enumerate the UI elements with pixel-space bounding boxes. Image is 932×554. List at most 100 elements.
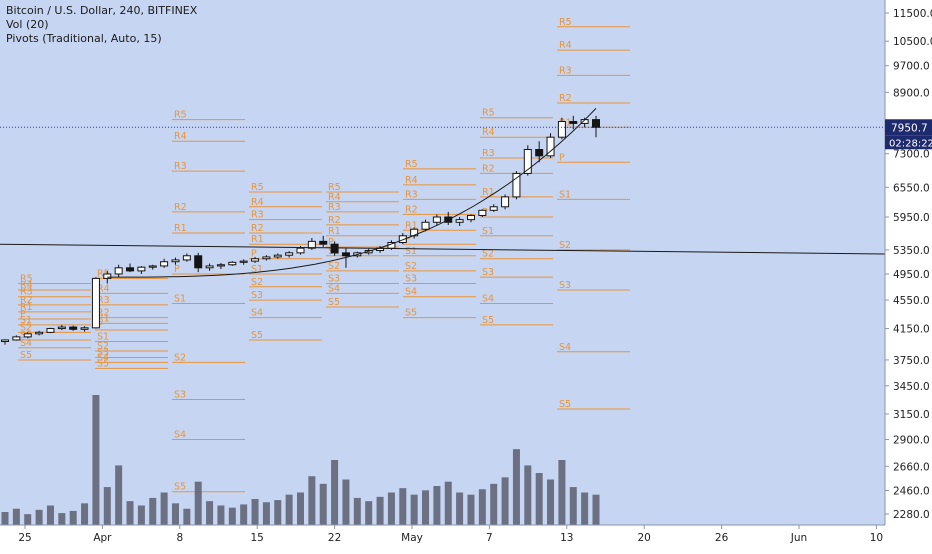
volume-bar (342, 479, 350, 525)
volume-bar (558, 460, 566, 525)
time-tick-label: 15 (251, 532, 264, 544)
volume-bar (410, 494, 418, 525)
pivot-label: S4 (20, 338, 32, 349)
volume-bar (24, 514, 32, 525)
candle-body (285, 252, 294, 256)
price-tick-label: 3450.0 (893, 381, 930, 393)
time-axis-background (0, 525, 932, 550)
time-tick-label: Jun (790, 532, 807, 544)
time-tick-label: Apr (93, 532, 112, 544)
candle (69, 325, 78, 331)
volume-bar (331, 460, 339, 525)
candle (46, 327, 55, 334)
pivot-label: R3 (328, 202, 341, 213)
volume-bar (35, 509, 43, 525)
candle-body (182, 255, 191, 261)
volume-bar (535, 473, 543, 525)
candle-body (296, 247, 305, 254)
pivot-label: S2 (174, 352, 186, 363)
candle (501, 194, 510, 210)
volume-bar (115, 465, 123, 525)
candle (114, 264, 123, 278)
candle-body (569, 121, 578, 124)
candle-body (205, 265, 214, 269)
pivot-label: P (20, 309, 26, 320)
pivot-label: R5 (251, 182, 264, 193)
volume-bar (183, 508, 191, 525)
price-tick-label: 2660.0 (893, 461, 930, 473)
candle-body (523, 148, 532, 174)
candle (592, 115, 600, 138)
pivot-label: R4 (174, 131, 187, 142)
candle-body (46, 328, 55, 333)
candle (23, 332, 32, 339)
candle-body (262, 256, 271, 260)
time-axis[interactable]: 25 Apr 8 15 22 May 7 13 20 26 Jun 10 (0, 524, 932, 550)
candle (398, 233, 407, 245)
legend-volume[interactable]: Vol (20) (6, 18, 49, 31)
last-price-label: 7950.7 (891, 122, 928, 134)
candle (330, 241, 339, 256)
pivot-label: R2 (251, 223, 264, 234)
pivot-label: S1 (20, 315, 32, 326)
pivot-label: S1 (405, 246, 417, 257)
candle-body (330, 243, 339, 254)
candle (239, 259, 248, 265)
price-tick-label: 11500.0 (893, 8, 932, 20)
candle (546, 133, 555, 158)
pivot-label: S1 (174, 293, 186, 304)
volume-bar (240, 504, 248, 525)
price-tick-label: 2900.0 (893, 435, 930, 447)
candle-body (23, 333, 32, 338)
volume-bar (126, 501, 134, 525)
candle-body (557, 121, 566, 138)
pivot-label: S5 (174, 482, 186, 493)
volume-bar (160, 492, 168, 525)
price-tick-label: 8900.0 (893, 87, 930, 99)
candle (251, 256, 260, 263)
pivot-label: S4 (251, 308, 263, 319)
pivot-label: R3 (559, 65, 572, 76)
pivot-label: S5 (559, 399, 571, 410)
candle-body (455, 219, 464, 223)
pivot-label: R3 (482, 148, 495, 159)
legend-pivots[interactable]: Pivots (Traditional, Auto, 15) (6, 32, 162, 45)
candle-body (103, 273, 112, 279)
volume-bar (1, 512, 9, 525)
candle-body (12, 336, 21, 341)
candle (137, 265, 146, 274)
pivot-label: R4 (328, 192, 341, 203)
volume-bar (228, 507, 236, 525)
volume-bar (58, 513, 66, 525)
volume-bar (569, 487, 577, 525)
volume-bar (137, 505, 145, 525)
pivot-label: S3 (328, 274, 340, 285)
pivot-label: R4 (482, 127, 495, 138)
pivot-label: R3 (20, 287, 33, 298)
pivot-label: S2 (20, 322, 32, 333)
pivot-label: R3 (97, 295, 110, 306)
pivot-label: S5 (482, 315, 494, 326)
pivot-label: R2 (559, 93, 572, 104)
pivot-label: R5 (559, 17, 572, 28)
pivot-label: R3 (251, 210, 264, 221)
volume-bar (433, 486, 441, 525)
overlay-layer (0, 108, 886, 278)
pivot-label: S2 (559, 240, 571, 251)
volume-bar (274, 500, 282, 525)
price-axis[interactable]: 11500.0 10500.0 9700.0 8900.0 7300.0 6550.0 59… (884, 0, 932, 525)
time-tick-label: 25 (18, 532, 31, 544)
volume-bar (92, 395, 100, 525)
price-tick-label: 3150.0 (893, 409, 930, 421)
volume-bar (12, 508, 20, 525)
candle (171, 257, 180, 265)
candle-body (160, 261, 169, 267)
pivot-label: R3 (174, 161, 187, 172)
candle (466, 214, 475, 223)
parabolic-curve (107, 108, 597, 278)
volume-bar (297, 492, 304, 525)
candle-body (1, 339, 9, 343)
legend-symbol[interactable]: Bitcoin / U.S. Dollar, 240, BITFINEX (6, 4, 198, 17)
pivot-label: R3 (405, 189, 418, 200)
